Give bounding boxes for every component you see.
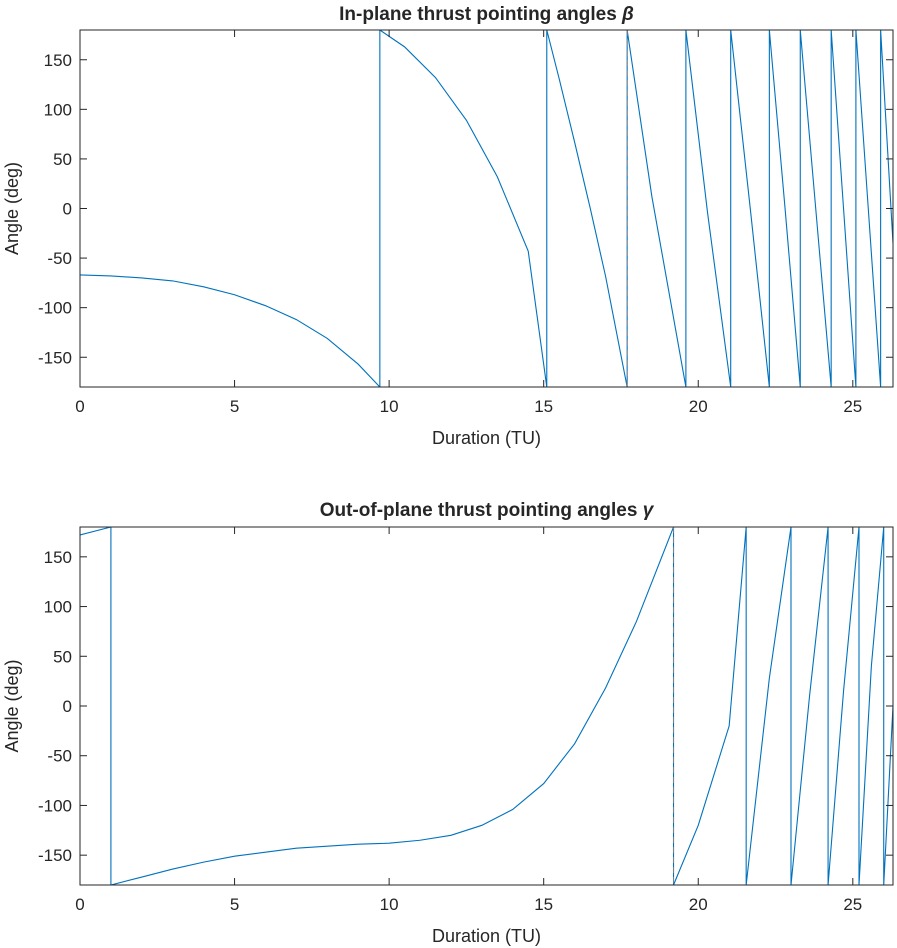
- in-plane-y-tick-label: 100: [44, 100, 72, 119]
- in-plane-x-tick-label: 5: [230, 397, 239, 416]
- in-plane-x-axis-label: Duration (TU): [432, 428, 541, 448]
- in-plane-x-tick-label: 10: [380, 397, 399, 416]
- out-of-plane-x-axis-label: Duration (TU): [432, 926, 541, 946]
- out-of-plane-chart-title: Out-of-plane thrust pointing angles γ: [320, 500, 655, 521]
- in-plane-y-tick-label: 0: [63, 200, 72, 219]
- out-of-plane-y-tick-label: 0: [63, 697, 72, 716]
- out-of-plane-x-tick-label: 20: [689, 895, 708, 914]
- in-plane-x-tick-label: 15: [534, 397, 553, 416]
- out-of-plane-series-line-0: [80, 527, 893, 885]
- in-plane-plot: 0 5 10 15 20 25 -150 -100 -50 0 50 100 150 In-plane t…: [2, 4, 894, 448]
- out-of-plane-x-tick-label: 25: [843, 895, 862, 914]
- in-plane-y-tick-label: -100: [38, 299, 72, 318]
- in-plane-x-tick-label: 0: [75, 397, 84, 416]
- in-plane-chart-title-symbol: β: [621, 4, 634, 25]
- out-of-plane-plot: 0 5 10 15 20 25 -150 -100 -50 0 50 100 150 Out-of-pla…: [2, 500, 894, 946]
- in-plane-y-tick-label: -50: [47, 249, 72, 268]
- in-plane-y-tick-label: 50: [53, 150, 72, 169]
- out-of-plane-x-tick-label: 15: [534, 895, 553, 914]
- in-plane-chart-title-text: In-plane thrust pointing angles: [339, 4, 622, 25]
- out-of-plane-chart-title-symbol: γ: [643, 500, 655, 521]
- out-of-plane-y-tick-label: 150: [44, 548, 72, 567]
- out-of-plane-y-tick-label: -150: [38, 846, 72, 865]
- in-plane-chart-title: In-plane thrust pointing angles β: [339, 4, 634, 25]
- in-plane-x-tick-label: 25: [843, 397, 862, 416]
- out-of-plane-y-tick-label: 100: [44, 598, 72, 617]
- in-plane-axes-box: [79, 29, 894, 388]
- out-of-plane-y-tick-label: -100: [38, 796, 72, 815]
- in-plane-series-line-0: [80, 30, 893, 387]
- out-of-plane-y-tick-label: -50: [47, 747, 72, 766]
- out-of-plane-y-axis-label: Angle (deg): [2, 659, 22, 752]
- out-of-plane-x-tick-label: 5: [230, 895, 239, 914]
- in-plane-y-tick-label: -150: [38, 348, 72, 367]
- in-plane-y-tick-label: 150: [44, 51, 72, 70]
- out-of-plane-x-tick-label: 0: [75, 895, 84, 914]
- out-of-plane-x-tick-label: 10: [380, 895, 399, 914]
- out-of-plane-y-tick-label: 50: [53, 647, 72, 666]
- out-of-plane-chart-title-text: Out-of-plane thrust pointing angles: [320, 500, 643, 521]
- in-plane-x-tick-label: 20: [689, 397, 708, 416]
- in-plane-y-axis-label: Angle (deg): [2, 162, 22, 255]
- out-of-plane-axes-box: [79, 526, 894, 886]
